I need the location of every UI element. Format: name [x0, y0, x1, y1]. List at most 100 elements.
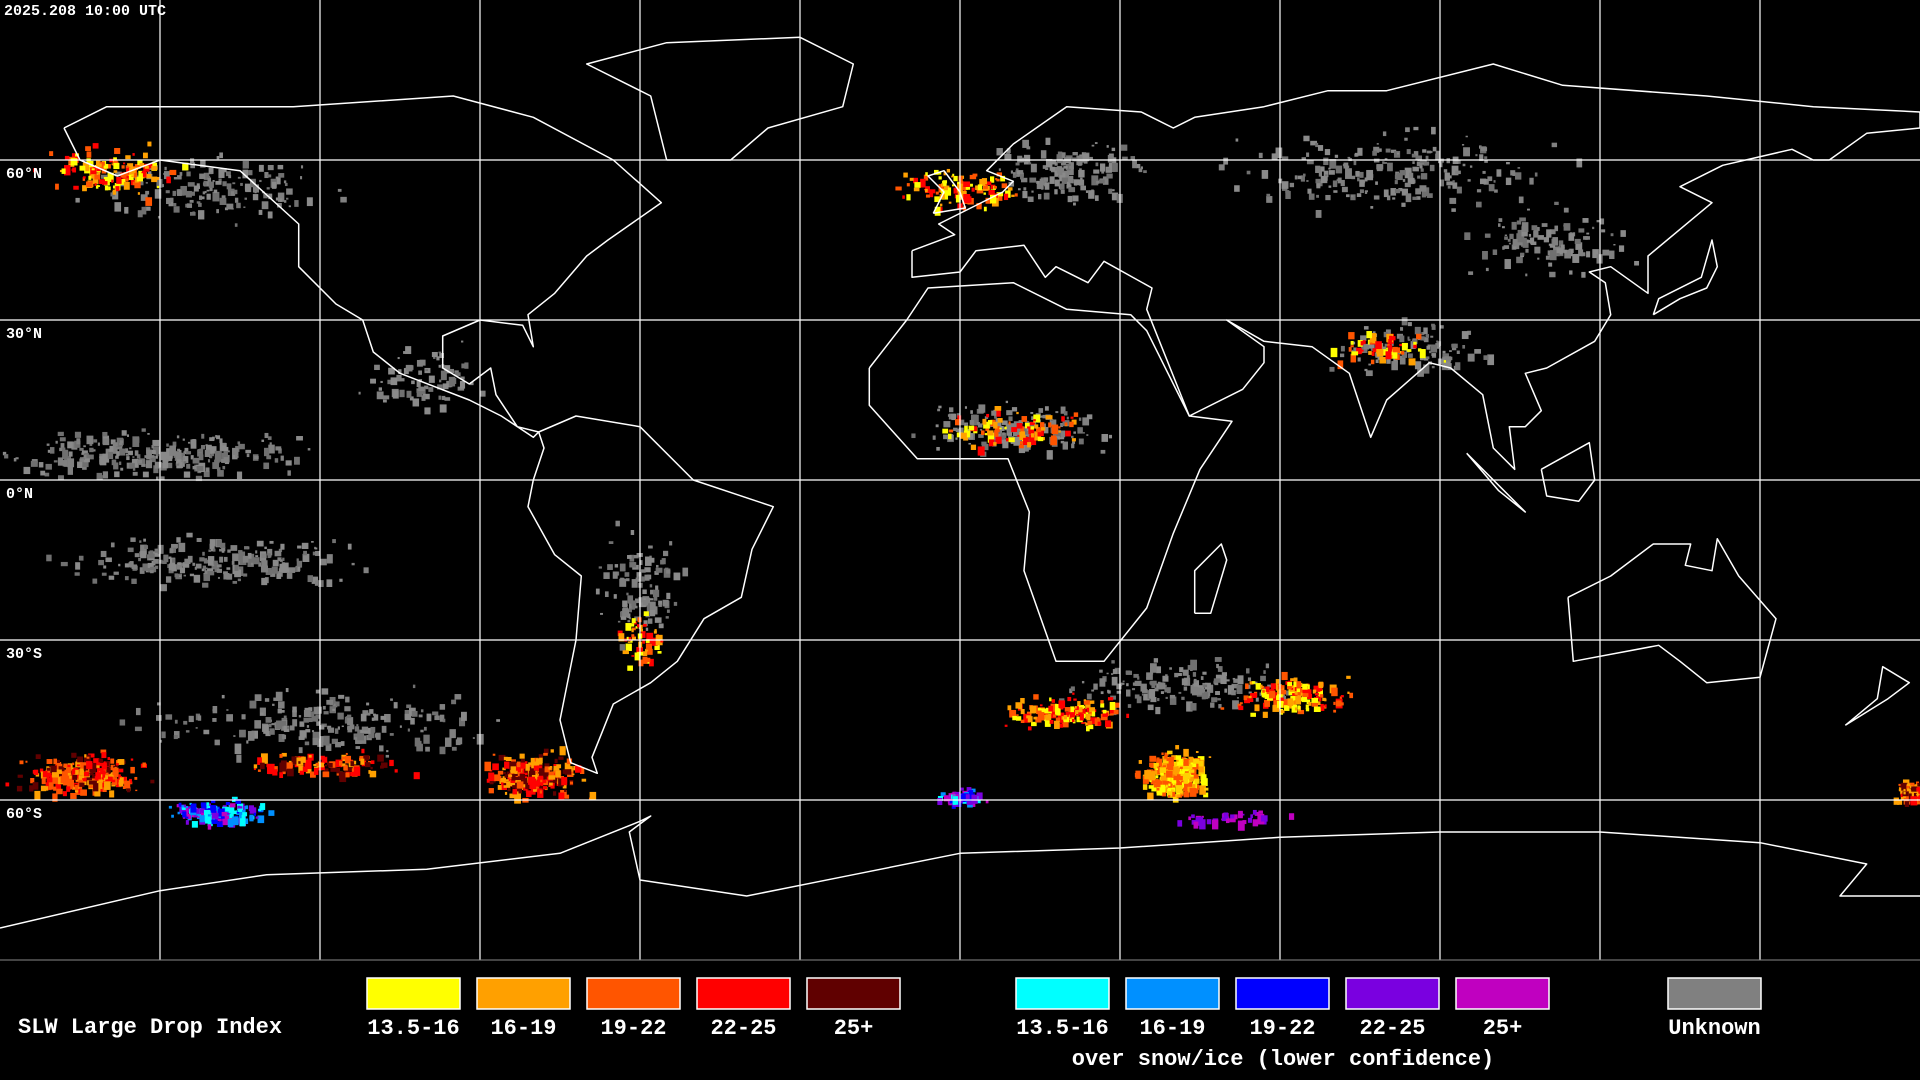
cloud-patch — [232, 553, 239, 562]
cloud-patch — [1317, 145, 1324, 151]
cloud-patch — [88, 175, 92, 180]
cloud-patch — [83, 765, 89, 771]
cloud-patch — [1580, 252, 1586, 257]
cloud-patch — [1293, 681, 1298, 688]
cloud-patch — [335, 701, 340, 707]
cloud-patch — [75, 197, 80, 203]
cloud-patch — [1033, 419, 1036, 422]
cloud-patch — [631, 655, 635, 657]
cloud-patch — [276, 573, 282, 579]
cloud-patch — [638, 576, 645, 582]
cloud-patch — [1173, 785, 1176, 788]
cloud-patch — [1412, 196, 1418, 200]
cloud-patch — [449, 729, 456, 739]
cloud-patch — [347, 717, 354, 726]
cloud-patch — [56, 769, 62, 774]
cloud-patch — [934, 196, 941, 203]
cloud-patch — [285, 460, 292, 466]
coastline — [868, 281, 1233, 663]
cloud-patch — [142, 563, 149, 571]
cloud-patch — [155, 476, 159, 481]
cloud-patch — [1120, 683, 1123, 687]
cloud-patch — [660, 559, 664, 565]
cloud-patch — [644, 567, 651, 573]
cloud-patch — [1904, 801, 1910, 807]
cloud-patch — [1893, 797, 1899, 805]
cloud-patch — [1316, 701, 1321, 706]
cloud-patch — [207, 821, 213, 827]
cloud-patch — [159, 739, 163, 743]
cloud-patch — [124, 563, 130, 568]
cloud-patch — [1004, 154, 1012, 160]
cloud-patch — [1359, 171, 1364, 178]
cloud-patch — [1192, 777, 1196, 782]
cloud-patch — [1368, 351, 1372, 355]
cloud-patch — [622, 608, 629, 618]
cloud-patch — [390, 377, 398, 386]
cloud-patch — [906, 183, 910, 187]
cloud-patch — [1319, 687, 1323, 692]
cloud-patch — [182, 811, 187, 818]
cloud-patch — [266, 763, 270, 768]
cloud-patch — [1246, 668, 1250, 674]
cloud-patch — [1569, 232, 1573, 234]
cloud-patch — [638, 598, 646, 608]
cloud-patch — [1302, 683, 1308, 690]
cloud-patch — [439, 746, 446, 755]
cloud-patch — [646, 632, 654, 644]
cloud-patch — [1080, 708, 1086, 714]
cloud-patch — [1060, 160, 1066, 166]
cloud-patch — [638, 659, 644, 667]
cloud-patch — [1175, 755, 1182, 760]
cloud-patch — [502, 767, 506, 771]
cloud-patch — [1072, 151, 1078, 156]
cloud-patch — [101, 762, 107, 770]
cloud-patch — [1423, 364, 1430, 374]
cloud-patch — [414, 744, 419, 747]
cloud-patch — [62, 791, 67, 797]
cloud-patch — [1245, 683, 1249, 690]
cloud-patch — [1074, 706, 1077, 709]
cloud-patch — [958, 419, 965, 426]
cloud-patch — [89, 770, 94, 775]
cloud-patch — [1353, 347, 1357, 353]
cloud-patch — [1369, 333, 1377, 344]
cloud-patch — [1085, 190, 1089, 193]
cloud-patch — [637, 578, 640, 582]
cloud-patch — [640, 569, 646, 573]
cloud-patch — [620, 616, 627, 620]
cloud-patch — [1407, 353, 1413, 358]
cloud-patch — [1252, 809, 1257, 815]
legend-label: 25+ — [1483, 1016, 1523, 1041]
cloud-patch — [219, 152, 223, 159]
cloud-patch — [987, 432, 995, 443]
cloud-patch — [1581, 271, 1586, 278]
cloud-patch — [1080, 185, 1087, 191]
cloud-patch — [1122, 156, 1128, 161]
cloud-patch — [275, 176, 281, 185]
cloud-patch — [1328, 167, 1331, 170]
cloud-patch — [1339, 353, 1345, 358]
cloud-patch — [533, 788, 537, 792]
cloud-patch — [113, 170, 118, 173]
cloud-patch — [1035, 427, 1042, 433]
cloud-patch — [631, 600, 637, 607]
coastline — [1540, 441, 1596, 503]
cloud-patch — [1022, 435, 1026, 438]
cloud-patch — [569, 781, 574, 785]
cloud-patch — [1061, 416, 1065, 422]
cloud-patch — [1006, 148, 1011, 154]
cloud-patch — [132, 456, 135, 458]
cloud-patch — [470, 382, 474, 386]
cloud-patch — [166, 197, 171, 205]
cloud-patch — [305, 729, 311, 733]
cloud-patch — [215, 180, 222, 185]
cloud-patch — [1146, 672, 1153, 680]
cloud-patch — [236, 754, 242, 763]
cloud-patch — [296, 560, 303, 568]
cloud-patch — [451, 746, 457, 751]
cloud-patch — [1456, 160, 1461, 164]
cloud-patch — [1509, 233, 1514, 240]
cloud-patch — [381, 725, 387, 733]
cloud-patch — [1275, 147, 1283, 159]
